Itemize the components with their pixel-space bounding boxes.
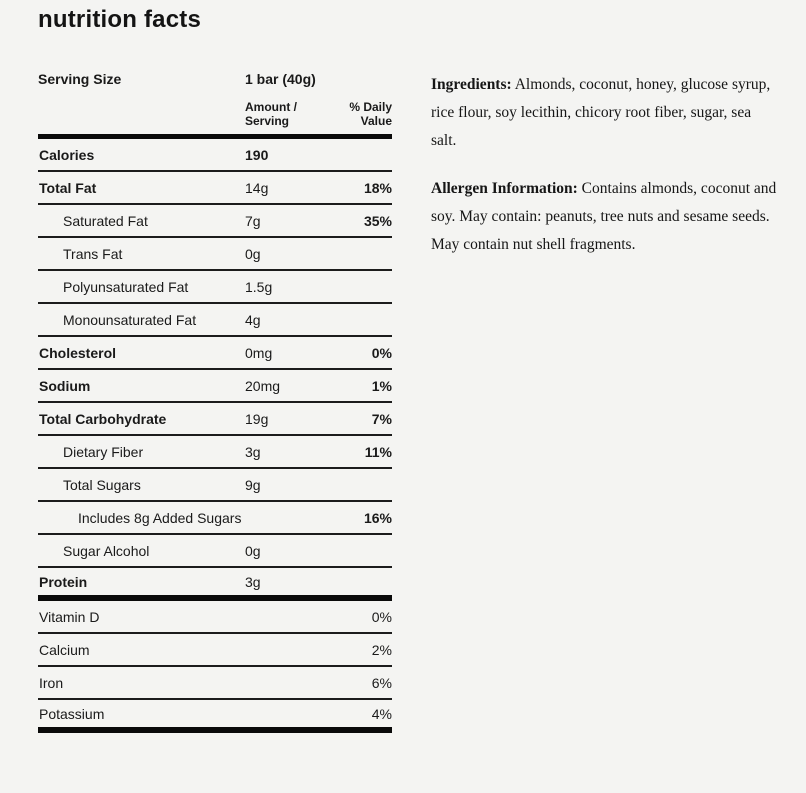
header-divider-bar	[38, 134, 392, 139]
allergen-text: Contains almonds, coconut and soy. May c…	[431, 180, 777, 253]
table-row: Vitamin D 0%	[38, 601, 392, 634]
table-row: Sodium 20mg 1%	[38, 370, 392, 403]
table-row: Iron 6%	[38, 667, 392, 700]
table-row: Saturated Fat 7g 35%	[38, 205, 392, 238]
table-row: Protein 3g	[38, 568, 392, 601]
row-percent: 7%	[371, 410, 392, 427]
row-amount: 0g	[245, 245, 261, 262]
row-label: Potassium	[39, 705, 105, 722]
row-label: Cholesterol	[39, 344, 117, 361]
ingredients-text: Almonds, coconut, honey, glucose syrup, …	[431, 76, 771, 149]
table-row: Trans Fat 0g	[38, 238, 392, 271]
row-amount: 1.5g	[245, 278, 273, 295]
table-row: Dietary Fiber 3g 11%	[38, 436, 392, 469]
row-percent: 0%	[371, 608, 392, 625]
serving-size-value: 1 bar (40g)	[245, 71, 316, 87]
row-amount: 4g	[245, 311, 261, 328]
row-label: Saturated Fat	[63, 212, 148, 229]
row-label: Dietary Fiber	[63, 443, 144, 460]
table-row: Includes 8g Added Sugars 16%	[38, 502, 392, 535]
header-spacer	[38, 100, 245, 128]
row-percent: 35%	[363, 212, 392, 229]
row-percent: 4%	[371, 705, 392, 722]
table-row: Total Sugars 9g	[38, 469, 392, 502]
row-label: Iron	[39, 674, 64, 691]
ingredients-paragraph: Ingredients: Almonds, coconut, honey, gl…	[431, 71, 779, 155]
row-label: Vitamin D	[39, 608, 100, 625]
row-label: Sodium	[39, 377, 91, 394]
nutrition-facts-table: Serving Size 1 bar (40g) Amount / Servin…	[38, 71, 392, 733]
allergen-label: Allergen Information:	[431, 180, 578, 197]
row-amount: 14g	[245, 179, 269, 196]
row-label: Protein	[39, 573, 88, 590]
table-row: Monounsaturated Fat 4g	[38, 304, 392, 337]
row-amount: 9g	[245, 476, 261, 493]
row-percent: 18%	[363, 179, 392, 196]
table-row: Calories 190	[38, 139, 392, 172]
row-percent: 2%	[371, 641, 392, 658]
table-row: Cholesterol 0mg 0%	[38, 337, 392, 370]
row-amount: 7g	[245, 212, 261, 229]
row-label: Sugar Alcohol	[63, 542, 150, 559]
column-headers-row: Amount / Serving % Daily Value	[38, 100, 392, 128]
table-row: Potassium 4%	[38, 700, 392, 733]
table-row: Total Fat 14g 18%	[38, 172, 392, 205]
row-amount: 3g	[245, 573, 261, 590]
row-amount: 0mg	[245, 344, 273, 361]
content-columns: Serving Size 1 bar (40g) Amount / Servin…	[38, 71, 778, 733]
row-label: Calories	[39, 146, 95, 163]
row-label: Includes 8g Added Sugars	[78, 509, 242, 526]
row-label: Polyunsaturated Fat	[63, 278, 189, 295]
row-amount: 190	[245, 146, 269, 163]
nutrition-rows: Calories 190 Total Fat 14g 18% Saturated Fat 7…	[38, 139, 392, 733]
row-label: Total Fat	[39, 179, 97, 196]
row-amount: 0g	[245, 542, 261, 559]
row-percent: 0%	[371, 344, 392, 361]
row-label: Monounsaturated Fat	[63, 311, 197, 328]
allergen-paragraph: Allergen Information: Contains almonds, …	[431, 175, 779, 259]
row-label: Total Carbohydrate	[39, 410, 167, 427]
serving-size-label: Serving Size	[38, 71, 122, 87]
ingredients-label: Ingredients:	[431, 76, 512, 93]
row-label: Trans Fat	[63, 245, 123, 262]
row-amount: 20mg	[245, 377, 281, 394]
table-row: Calcium 2%	[38, 634, 392, 667]
table-row: Polyunsaturated Fat 1.5g	[38, 271, 392, 304]
info-panel: Ingredients: Almonds, coconut, honey, gl…	[431, 71, 779, 259]
row-label: Total Sugars	[63, 476, 141, 493]
row-label: Calcium	[39, 641, 90, 658]
row-percent: 1%	[371, 377, 392, 394]
row-percent: 11%	[364, 443, 392, 460]
page-title: nutrition facts	[38, 6, 201, 33]
serving-size-row: Serving Size 1 bar (40g)	[38, 71, 392, 87]
row-amount: 19g	[245, 410, 269, 427]
row-percent: 16%	[363, 509, 392, 526]
amount-per-serving-header: Amount / Serving	[245, 100, 297, 128]
percent-daily-value-header: % Daily Value	[349, 100, 392, 128]
table-row: Total Carbohydrate 19g 7%	[38, 403, 392, 436]
row-amount: 3g	[245, 443, 261, 460]
table-row: Sugar Alcohol 0g	[38, 535, 392, 568]
row-percent: 6%	[371, 674, 392, 691]
